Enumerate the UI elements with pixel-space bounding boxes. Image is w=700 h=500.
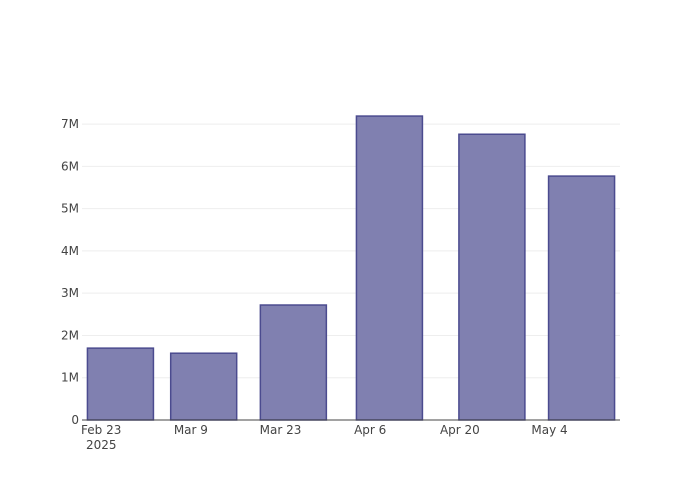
y-tick-label: 7M <box>61 117 79 131</box>
x-tick-label: Mar 23 <box>260 423 302 437</box>
bar <box>355 115 424 421</box>
y-tick-label: 3M <box>61 286 79 300</box>
y-tick-label: 0 <box>71 413 79 427</box>
y-tick-label: 5M <box>61 202 79 216</box>
x-tick-label: Apr 20 <box>440 423 480 437</box>
x-tick-label: Feb 23 2025 <box>81 423 121 452</box>
bar <box>169 352 238 421</box>
x-tick-label: Apr 6 <box>354 423 386 437</box>
y-tick-label: 4M <box>61 244 79 258</box>
x-tick-label: May 4 <box>531 423 567 437</box>
y-tick-label: 2M <box>61 328 79 342</box>
y-tick-label: 1M <box>61 371 79 385</box>
bar <box>259 304 328 421</box>
bar <box>86 347 155 421</box>
bar <box>547 175 616 421</box>
bar <box>458 133 526 421</box>
x-tick-label: Mar 9 <box>174 423 208 437</box>
y-tick-label: 6M <box>61 159 79 173</box>
